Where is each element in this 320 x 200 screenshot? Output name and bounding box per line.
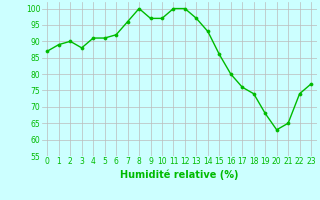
X-axis label: Humidité relative (%): Humidité relative (%) [120, 169, 238, 180]
